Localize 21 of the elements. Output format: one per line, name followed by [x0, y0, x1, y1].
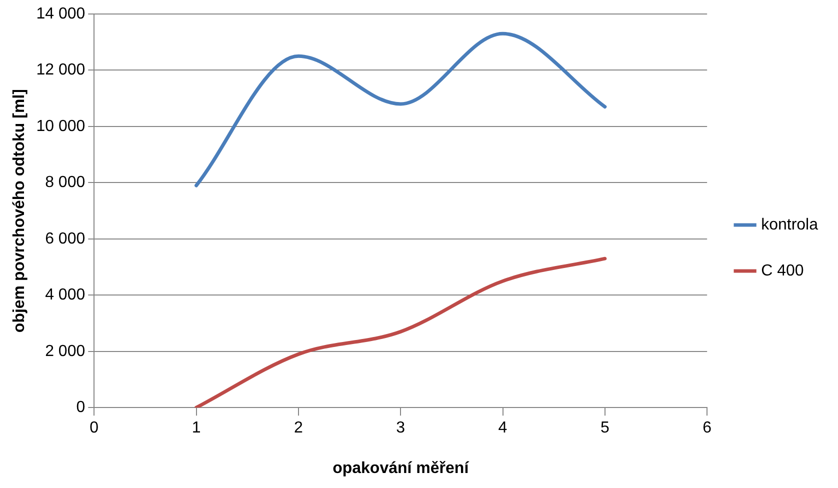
x-tick-label: 2 — [294, 420, 303, 437]
line-series — [194, 32, 607, 188]
x-tick-label: 3 — [396, 420, 406, 437]
y-tick-label: 10 000 — [36, 118, 86, 135]
y-tick-label: 0 — [76, 399, 86, 416]
line-series — [194, 256, 607, 408]
y-tick-label: 14 000 — [36, 5, 86, 22]
x-tick-label: 0 — [90, 420, 99, 437]
x-tick-label: 5 — [600, 420, 610, 437]
legend-label: C 400 — [761, 262, 804, 280]
y-tick-label: 2 000 — [45, 342, 86, 360]
y-tick-label: 12 000 — [36, 62, 86, 79]
legend-label: kontrola — [761, 216, 818, 234]
y-axis-title: objem povrchového odtoku [ml] — [11, 89, 28, 333]
y-tick-label: 8 000 — [45, 174, 86, 192]
y-tick-label: 6 000 — [45, 230, 86, 248]
x-tick-label: 6 — [702, 420, 712, 437]
x-tick-label: 1 — [192, 420, 201, 437]
y-tick-label: 4 000 — [45, 286, 86, 304]
x-axis-title: opakování měření — [332, 460, 470, 477]
x-tick-label: 4 — [498, 420, 508, 437]
